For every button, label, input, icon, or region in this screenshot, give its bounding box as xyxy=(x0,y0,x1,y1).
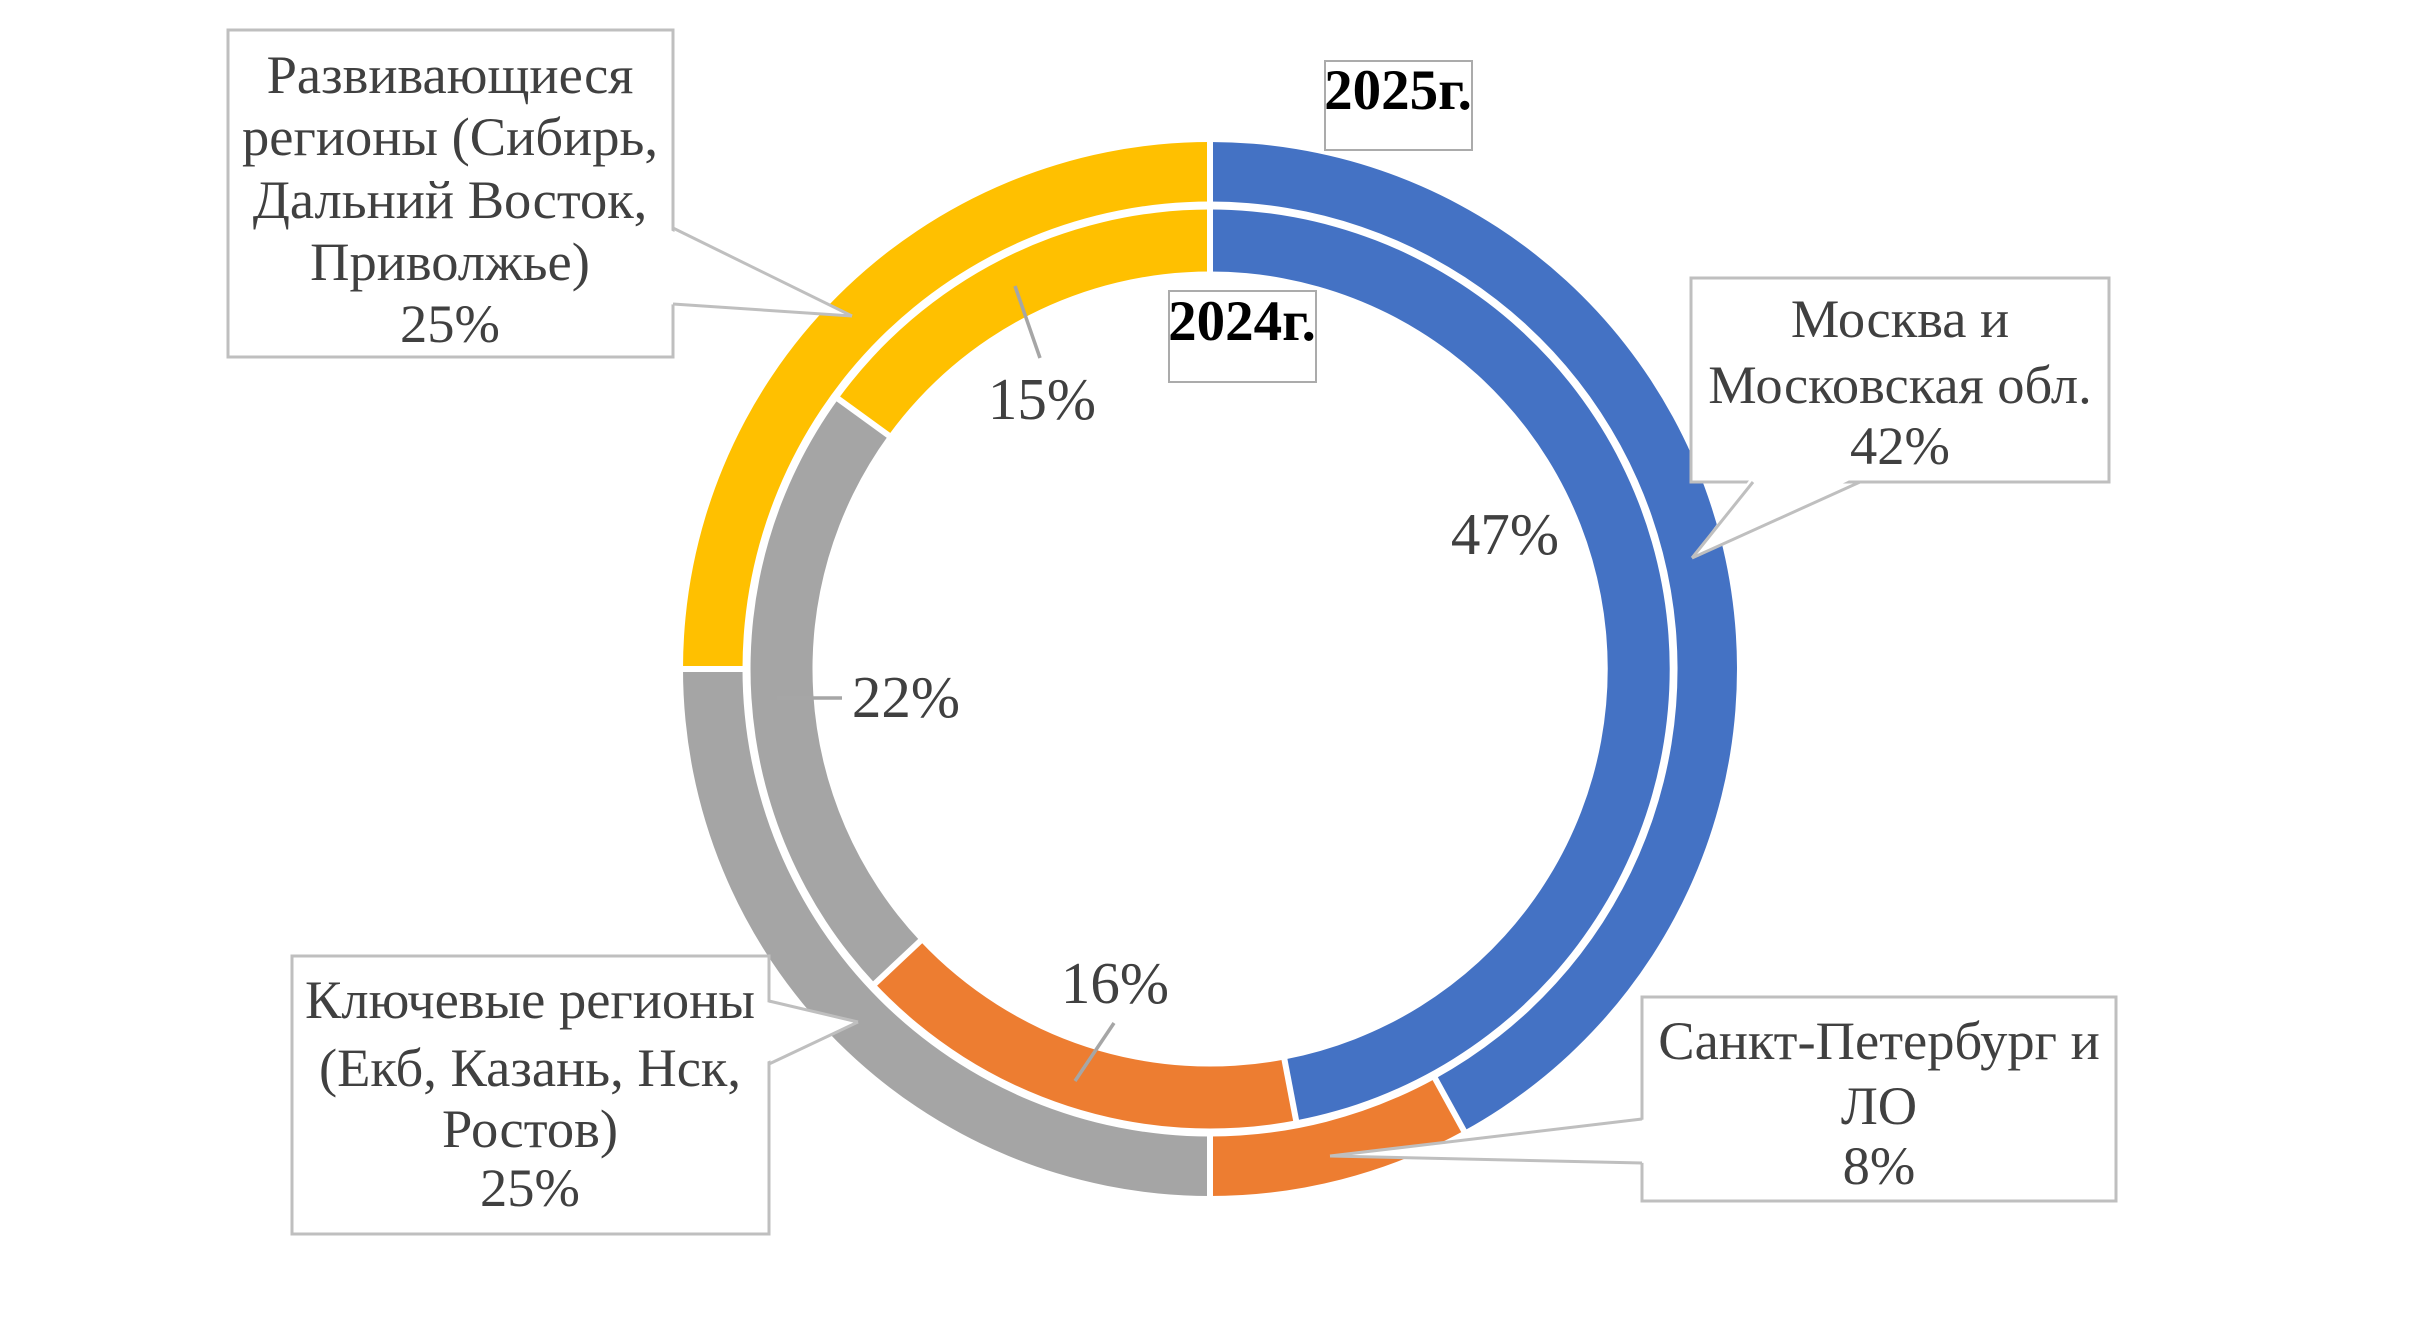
svg-text:Ростов): Ростов) xyxy=(442,1098,618,1159)
svg-text:8%: 8% xyxy=(1843,1135,1916,1196)
svg-text:25%: 25% xyxy=(480,1157,580,1218)
svg-text:регионы (Сибирь,: регионы (Сибирь, xyxy=(242,106,658,167)
svg-text:Развивающиеся: Развивающиеся xyxy=(267,44,634,105)
svg-text:25%: 25% xyxy=(400,293,500,354)
svg-text:(Екб, Казань, Нск,: (Екб, Казань, Нск, xyxy=(319,1037,741,1098)
svg-text:42%: 42% xyxy=(1850,415,1950,476)
svg-text:Приволжье): Приволжье) xyxy=(310,231,590,292)
svg-text:Ключевые регионы: Ключевые регионы xyxy=(305,969,755,1030)
svg-text:47%: 47% xyxy=(1451,501,1559,567)
svg-text:2024г.: 2024г. xyxy=(1168,290,1316,353)
svg-text:ЛО: ЛО xyxy=(1841,1075,1917,1136)
svg-text:Дальний Восток,: Дальний Восток, xyxy=(253,169,648,230)
svg-text:22%: 22% xyxy=(852,664,960,730)
svg-text:Москва и: Москва и xyxy=(1791,288,2009,349)
svg-text:2025г.: 2025г. xyxy=(1324,59,1472,122)
svg-text:16%: 16% xyxy=(1061,950,1169,1016)
svg-text:Санкт-Петербург и: Санкт-Петербург и xyxy=(1658,1010,2100,1071)
svg-text:15%: 15% xyxy=(988,366,1096,432)
svg-text:Московская обл.: Московская обл. xyxy=(1708,354,2091,415)
